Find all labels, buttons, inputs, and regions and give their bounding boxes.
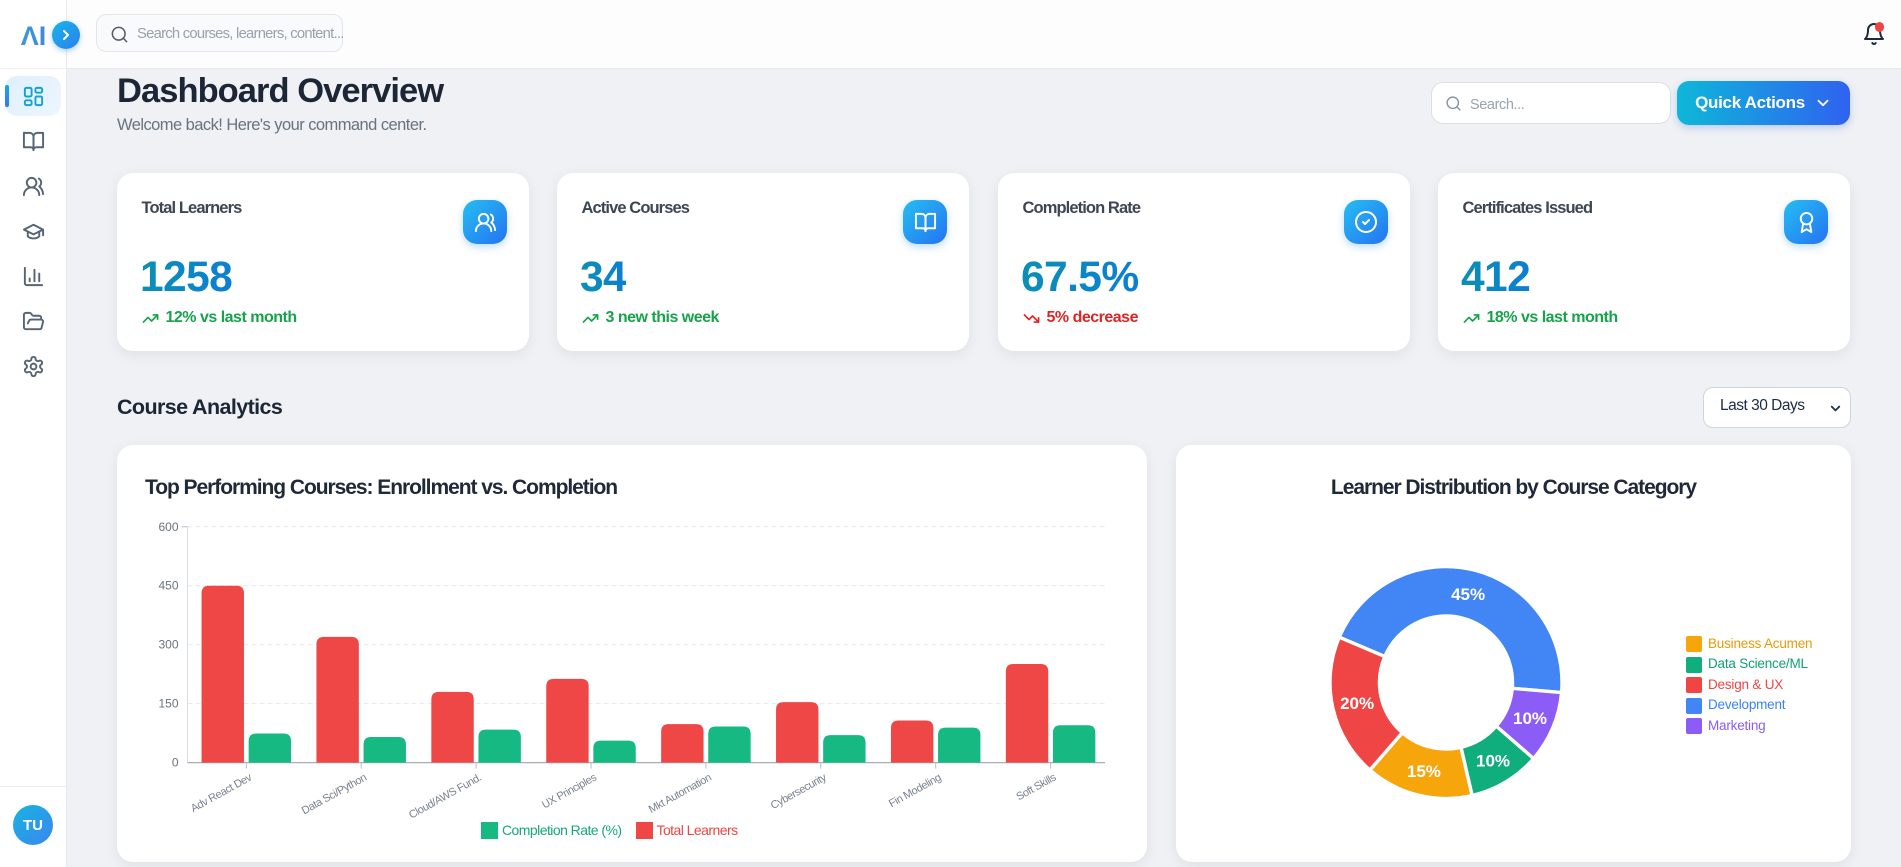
svg-text:Adv React Dev: Adv React Dev	[189, 771, 255, 815]
svg-text:Cybersecurity: Cybersecurity	[769, 771, 829, 812]
svg-text:300: 300	[158, 638, 178, 652]
svg-text:10%: 10%	[1476, 752, 1510, 771]
svg-text:Data Sci/Python: Data Sci/Python	[300, 772, 369, 818]
svg-text:Cloud/AWS Fund.: Cloud/AWS Fund.	[407, 772, 484, 822]
svg-text:150: 150	[158, 697, 178, 711]
svg-text:600: 600	[158, 520, 178, 534]
svg-text:45%: 45%	[1451, 585, 1485, 604]
svg-text:Mkt Automation: Mkt Automation	[647, 772, 714, 816]
svg-text:10%: 10%	[1513, 709, 1547, 728]
svg-text:Soft Skills: Soft Skills	[1014, 771, 1059, 803]
svg-text:15%: 15%	[1407, 762, 1441, 781]
svg-text:20%: 20%	[1340, 694, 1374, 713]
svg-text:Fin Modeling: Fin Modeling	[887, 772, 943, 811]
svg-text:0: 0	[172, 756, 179, 770]
svg-text:UX Principles: UX Principles	[540, 771, 599, 811]
svg-text:450: 450	[158, 579, 178, 593]
